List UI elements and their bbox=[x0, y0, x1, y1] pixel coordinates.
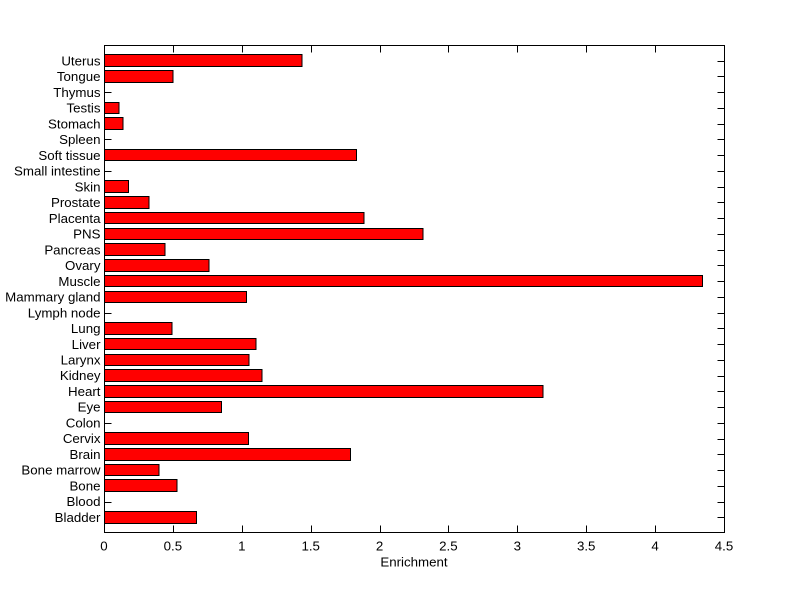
svg-text:Kidney: Kidney bbox=[60, 368, 101, 383]
svg-text:3.5: 3.5 bbox=[577, 539, 596, 554]
svg-text:1: 1 bbox=[238, 539, 245, 554]
svg-text:Eye: Eye bbox=[78, 400, 101, 415]
svg-text:2.5: 2.5 bbox=[439, 539, 458, 554]
svg-text:Soft tissue: Soft tissue bbox=[38, 148, 100, 163]
svg-text:Enrichment: Enrichment bbox=[380, 555, 448, 570]
svg-text:Prostate: Prostate bbox=[51, 195, 101, 210]
svg-text:Bone marrow: Bone marrow bbox=[21, 463, 100, 478]
svg-text:PNS: PNS bbox=[73, 227, 100, 242]
svg-text:1.5: 1.5 bbox=[301, 539, 320, 554]
svg-text:Uterus: Uterus bbox=[61, 53, 101, 68]
svg-text:3: 3 bbox=[514, 539, 521, 554]
svg-text:Spleen: Spleen bbox=[59, 132, 100, 147]
svg-text:Blood: Blood bbox=[66, 494, 100, 509]
svg-text:Bone: Bone bbox=[69, 478, 100, 493]
svg-text:Cervix: Cervix bbox=[63, 431, 101, 446]
svg-text:0: 0 bbox=[100, 539, 107, 554]
svg-text:Colon: Colon bbox=[66, 415, 101, 430]
svg-text:Heart: Heart bbox=[68, 384, 101, 399]
svg-text:Bladder: Bladder bbox=[55, 510, 101, 525]
svg-text:Ovary: Ovary bbox=[65, 258, 101, 273]
svg-text:Placenta: Placenta bbox=[49, 211, 101, 226]
svg-text:Mammary gland: Mammary gland bbox=[5, 290, 100, 305]
svg-text:Testis: Testis bbox=[67, 101, 101, 116]
svg-text:Stomach: Stomach bbox=[48, 116, 100, 131]
svg-text:2: 2 bbox=[376, 539, 383, 554]
svg-text:Thymus: Thymus bbox=[53, 85, 101, 100]
svg-text:Muscle: Muscle bbox=[58, 274, 100, 289]
svg-text:Brain: Brain bbox=[69, 447, 100, 462]
svg-text:Liver: Liver bbox=[72, 337, 101, 352]
svg-text:Larynx: Larynx bbox=[61, 352, 101, 367]
svg-text:Small intestine: Small intestine bbox=[14, 164, 100, 179]
svg-text:Tongue: Tongue bbox=[57, 69, 101, 84]
svg-text:4: 4 bbox=[651, 539, 658, 554]
svg-text:Lung: Lung bbox=[71, 321, 101, 336]
svg-text:4.5: 4.5 bbox=[715, 539, 734, 554]
svg-text:Lymph node: Lymph node bbox=[28, 305, 101, 320]
svg-text:0.5: 0.5 bbox=[164, 539, 183, 554]
svg-text:Skin: Skin bbox=[75, 179, 101, 194]
svg-text:Pancreas: Pancreas bbox=[44, 242, 101, 257]
